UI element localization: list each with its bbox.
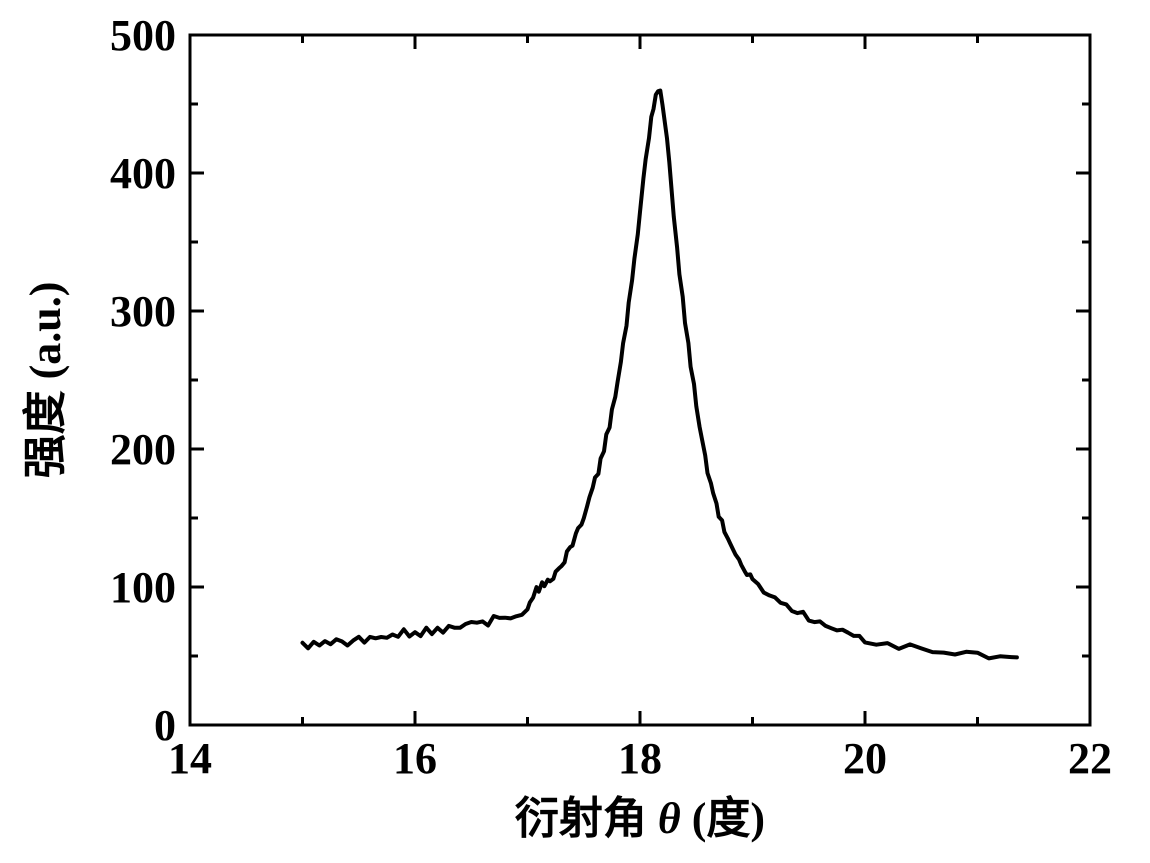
xrd-peak-series [303, 91, 1017, 659]
x-tick-label: 22 [1068, 734, 1112, 783]
x-tick-label: 16 [393, 734, 437, 783]
y-tick-label: 500 [110, 11, 176, 60]
y-tick-label: 300 [110, 287, 176, 336]
x-tick-label: 20 [843, 734, 887, 783]
y-tick-label: 400 [110, 149, 176, 198]
x-axis-label: 衍射角 θ (度) [515, 794, 765, 843]
xrd-chart: 14161820220100200300400500强度 (a.u.)衍射角 θ… [0, 0, 1150, 863]
plot-frame [190, 35, 1090, 725]
y-tick-label: 100 [110, 563, 176, 612]
chart-svg: 14161820220100200300400500强度 (a.u.)衍射角 θ… [0, 0, 1150, 863]
x-tick-label: 18 [618, 734, 662, 783]
y-tick-label: 0 [154, 701, 176, 750]
y-axis-label: 强度 (a.u.) [21, 282, 70, 479]
y-tick-label: 200 [110, 425, 176, 474]
